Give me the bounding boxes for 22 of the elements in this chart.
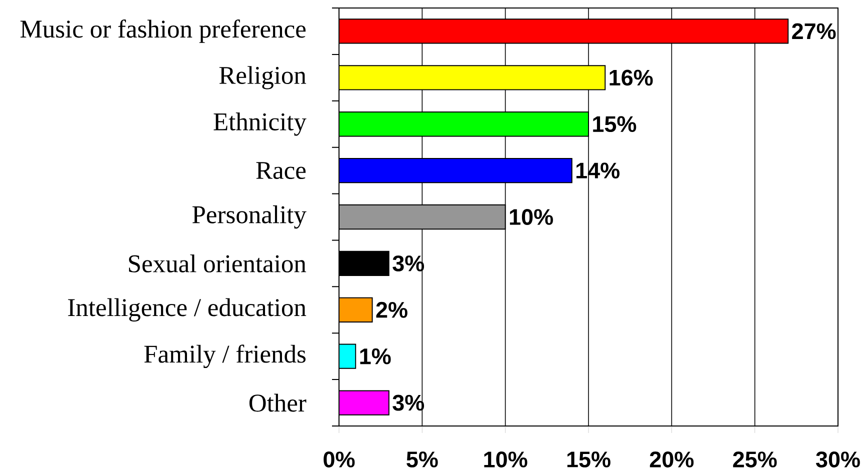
x-tick-label: 10% xyxy=(484,452,528,468)
y-tick-label: Family / friends xyxy=(144,344,306,368)
y-tick-label: Religion xyxy=(219,66,306,90)
data-label: 2% xyxy=(376,302,408,318)
y-tick-label: Other xyxy=(249,394,306,412)
y-tick-label: Sexual orientaion xyxy=(129,254,306,272)
x-tick-label: 5% xyxy=(406,452,438,468)
x-tick-label: 0% xyxy=(324,452,355,468)
x-tick-label: 20% xyxy=(650,452,694,468)
y-tick-label: Race xyxy=(256,162,306,180)
data-label: 1% xyxy=(360,348,391,364)
x-tick-label: 15% xyxy=(567,452,610,468)
y-tick-label: Music or fashion preference xyxy=(20,20,306,43)
data-label: 10% xyxy=(510,209,553,225)
y-tick-label: Intelligence / education xyxy=(68,298,306,322)
x-tick-label: 25% xyxy=(733,452,777,468)
data-label: 27% xyxy=(792,23,836,40)
data-label: 15% xyxy=(593,116,636,132)
data-label: 16% xyxy=(610,70,653,86)
x-tick-label: 30% xyxy=(816,452,860,468)
y-tick-label: Ethnicity xyxy=(214,112,306,136)
y-tick-label: Personality xyxy=(192,205,306,229)
